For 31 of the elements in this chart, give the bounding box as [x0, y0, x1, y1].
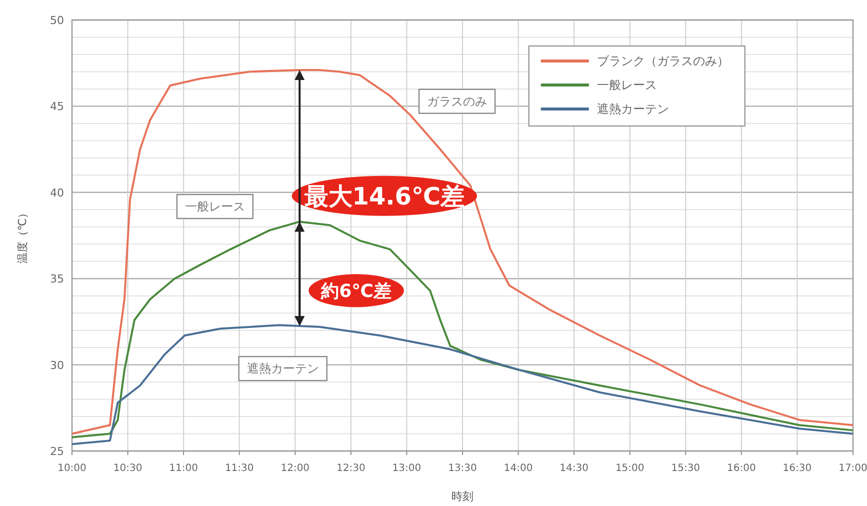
- y-tick-label: 50: [50, 14, 64, 27]
- y-tick-label: 25: [50, 445, 64, 458]
- x-tick-label: 13:30: [448, 463, 477, 474]
- y-tick-label: 30: [50, 358, 64, 372]
- x-tick-label: 16:30: [782, 463, 812, 474]
- y-axis-title: 温度（℃）: [16, 207, 29, 264]
- annotation: ガラスのみ: [427, 94, 488, 108]
- annotation: 約6℃差: [320, 281, 392, 302]
- x-tick-label: 13:00: [392, 463, 422, 474]
- x-tick-label: 16:00: [727, 463, 756, 474]
- annotation: 遮熱カーテン: [246, 362, 319, 376]
- x-tick-label: 11:30: [224, 463, 254, 474]
- legend-label: ブランク（ガラスのみ）: [596, 54, 729, 68]
- y-tick-label: 40: [50, 186, 64, 200]
- x-tick-label: 14:00: [504, 463, 533, 474]
- x-tick-label: 17:00: [838, 463, 867, 474]
- y-tick-label: 45: [50, 100, 64, 114]
- x-tick-label: 15:30: [671, 463, 700, 474]
- annotation: 最大14.6℃差: [303, 182, 465, 210]
- legend-label: 一般レース: [596, 78, 657, 92]
- x-tick-label: 12:30: [336, 463, 366, 474]
- x-axis-title: 時刻: [452, 490, 474, 503]
- x-tick-label: 11:00: [169, 463, 198, 474]
- y-tick-label: 35: [50, 272, 64, 286]
- x-tick-label: 14:30: [560, 463, 588, 474]
- x-tick-label: 12:00: [280, 463, 310, 474]
- x-tick-label: 15:00: [615, 463, 644, 474]
- x-tick-label: 10:00: [58, 463, 86, 474]
- annotation: 一般レース: [184, 200, 245, 214]
- legend-label: 遮熱カーテン: [596, 102, 669, 116]
- x-tick-label: 10:30: [113, 463, 142, 474]
